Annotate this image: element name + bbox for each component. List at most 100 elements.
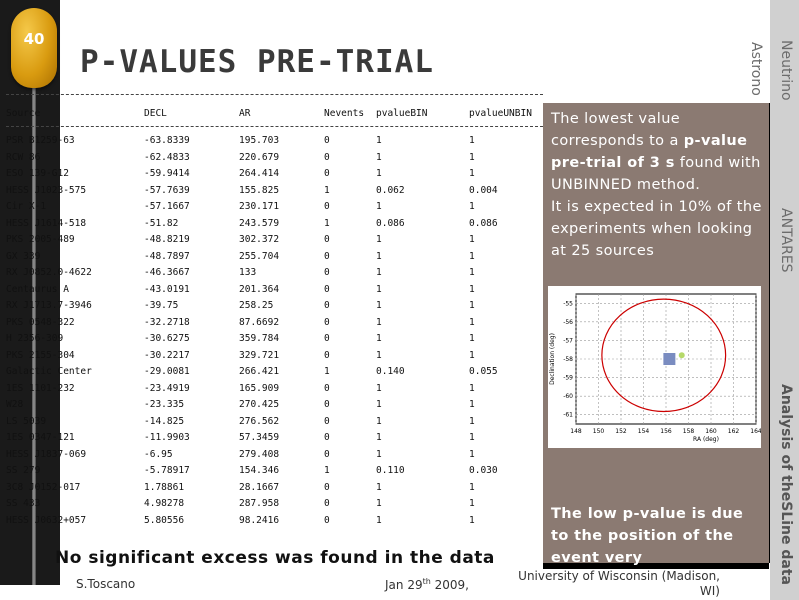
x-tick-label: 156: [660, 428, 672, 435]
table-row: 1ES 1101-232 -23.4919 165.909 0 1 1: [6, 380, 543, 397]
table-cell: PSR B1259-63: [6, 135, 75, 147]
table-cell: -11.9903: [144, 432, 190, 444]
table-cell: 0.086: [376, 217, 405, 229]
table-cell: -32.2718: [144, 316, 190, 328]
table-cell: 1: [376, 382, 382, 394]
table-cell: 220.679: [239, 151, 280, 163]
table-cell: 0.055: [469, 366, 498, 378]
table-row: 1ES 0347-121 -11.9903 57.3459 0 1 1: [6, 430, 543, 447]
table-cell: 1: [324, 184, 330, 196]
table-cell: 1: [376, 267, 382, 279]
table-cell: 154.346: [239, 465, 280, 477]
table-cell: 0.086: [469, 217, 498, 229]
table-row: HESS J1614-518 -51.82 243.579 1 0.086 0.086: [6, 215, 543, 232]
table-cell: 264.414: [239, 168, 280, 180]
table-cell: -63.8339: [144, 135, 190, 147]
table-cell: 0: [324, 135, 330, 147]
table-cell: 1: [469, 201, 475, 213]
table-cell: 0.140: [376, 366, 405, 378]
table-cell: 1: [376, 135, 382, 147]
table-cell: 1ES 1101-232: [6, 382, 75, 394]
table-cell: 0: [324, 316, 330, 328]
conclusion-text: No significant excess was found in the d…: [55, 548, 495, 568]
table-row: SS 279 -5.78917 154.346 1 0.110 0.030: [6, 463, 543, 480]
table-cell: 1: [469, 448, 475, 460]
table-cell: PKS 2155-304: [6, 349, 75, 361]
event-marker: [663, 353, 676, 365]
x-tick-label: 152: [615, 428, 627, 435]
table-divider: [6, 125, 543, 133]
table-cell: 87.6692: [239, 316, 280, 328]
table-row: PKS 2005-489 -48.8219 302.372 0 1 1: [6, 232, 543, 249]
table-cell: 1: [376, 300, 382, 312]
table-cell: 28.1667: [239, 481, 280, 493]
x-tick-label: 150: [593, 428, 605, 435]
university: University of Wisconsin (Madison, WI): [518, 569, 720, 598]
table-cell: W28: [6, 399, 24, 411]
slide-title: P-VALUES PRE-TRIAL: [80, 44, 434, 80]
table-cell: 1: [376, 448, 382, 460]
table-cell: 1: [376, 283, 382, 295]
callout-box: The lowest value corresponds to a p-valu…: [543, 103, 769, 566]
table-cell: 276.562: [239, 415, 280, 427]
table-cell: 1: [469, 399, 475, 411]
table-cell: 1: [376, 415, 382, 427]
table-cell: 1: [469, 300, 475, 312]
table-cell: HESS J1614-518: [6, 217, 87, 229]
table-cell: 1.78861: [144, 481, 185, 493]
x-tick-label: 154: [638, 428, 650, 435]
table-row: W28 -23.335 270.425 0 1 1: [6, 397, 543, 414]
table-row: RCW 86 -62.4833 220.679 0 1 1: [6, 149, 543, 166]
table-cell: -57.1667: [144, 201, 190, 213]
table-cell: 1: [469, 316, 475, 328]
sidebar-tab-analysis[interactable]: Analysis of theSLine data: [778, 384, 794, 585]
table-cell: HESS J1837-069: [6, 448, 87, 460]
x-axis-label: RA (deg): [693, 436, 719, 443]
x-tick-label: 164: [750, 428, 761, 435]
table-cell: 0: [324, 234, 330, 246]
header-pvaluebin: pvalueBIN: [376, 107, 428, 119]
table-cell: 0.062: [376, 184, 405, 196]
table-row: RX J1713.7-3946 -39.75 258.25 0 1 1: [6, 298, 543, 315]
table-cell: ESO 139-G12: [6, 168, 69, 180]
table-cell: 1: [469, 514, 475, 526]
table-row: PKS 2155-304 -30.2217 329.721 0 1 1: [6, 347, 543, 364]
table-cell: 155.825: [239, 184, 280, 196]
table-cell: -30.6275: [144, 333, 190, 345]
table-cell: 4.98278: [144, 498, 185, 510]
table-cell: 0: [324, 300, 330, 312]
table-cell: 195.703: [239, 135, 280, 147]
x-tick-label: 158: [683, 428, 695, 435]
table-body: PSR B1259-63 -63.8339 195.703 0 1 1 RCW 86 -62.…: [6, 133, 543, 531]
y-tick-label: -61: [563, 412, 573, 419]
table-cell: 0: [324, 201, 330, 213]
table-cell: SS 433: [6, 498, 41, 510]
table-cell: 243.579: [239, 217, 280, 229]
table-cell: 133: [239, 267, 257, 279]
table-cell: RX J0852.0-4622: [6, 267, 92, 279]
table-cell: 1: [469, 267, 475, 279]
table-cell: LS 5039: [6, 415, 47, 427]
table-cell: 0: [324, 415, 330, 427]
table-cell: 1: [469, 333, 475, 345]
table-row: IceCube HotSpot11153011: [6, 529, 543, 531]
sidebar-tab-astronomy[interactable]: Astrono: [748, 42, 764, 96]
table-cell: 359.784: [239, 333, 280, 345]
table-cell: HESS J1023-575: [6, 184, 87, 196]
right-sidebar: Neutrino ANTARES Analysis of theSLine da…: [770, 0, 799, 600]
y-tick-label: -55: [563, 300, 573, 307]
sidebar-tab-antares[interactable]: ANTARES: [778, 208, 794, 273]
left-decoration-bar: [0, 0, 60, 585]
table-row: HESS J1837-069 -6.95 279.408 0 1 1: [6, 446, 543, 463]
table-cell: 1: [376, 498, 382, 510]
table-cell: 1ES 0347-121: [6, 432, 75, 444]
table-row: 3C8 J0152-017 1.78861 28.1667 0 1 1: [6, 479, 543, 496]
table-cell: 1: [324, 366, 330, 378]
sidebar-tab-neutrino[interactable]: Neutrino: [778, 40, 794, 101]
callout-bottom-text: The low p-value is due to the position o…: [551, 506, 744, 566]
table-cell: 1: [376, 316, 382, 328]
table-cell: 1: [376, 234, 382, 246]
table-cell: 287.958: [239, 498, 280, 510]
table-cell: 98.2416: [239, 514, 280, 526]
header-pvalueunbin: pvalueUNBIN: [469, 107, 532, 119]
